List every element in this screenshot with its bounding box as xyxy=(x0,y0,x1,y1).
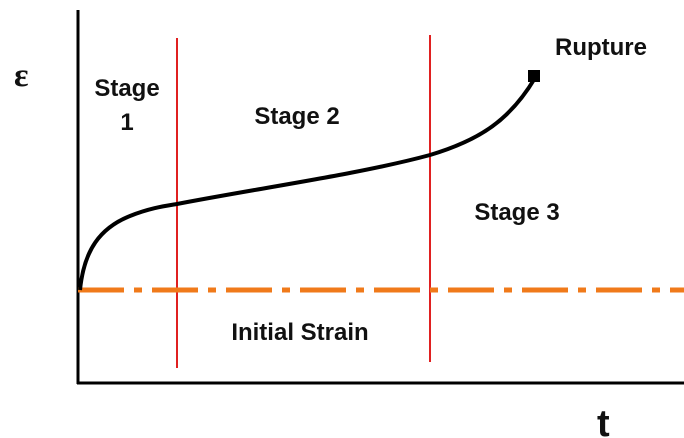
y-axis-label: ε xyxy=(14,57,29,94)
stage-label: 1 xyxy=(120,109,133,136)
rupture-label: Rupture xyxy=(555,34,647,61)
x-axis-label: t xyxy=(597,403,610,438)
rupture-point xyxy=(528,70,540,82)
creep-curve xyxy=(78,76,537,291)
stage-label: Stage 3 xyxy=(474,199,559,226)
stage-label: Stage 2 xyxy=(254,103,339,130)
initial-strain-label: Initial Strain xyxy=(231,319,368,346)
stage-label: Stage xyxy=(94,75,159,102)
